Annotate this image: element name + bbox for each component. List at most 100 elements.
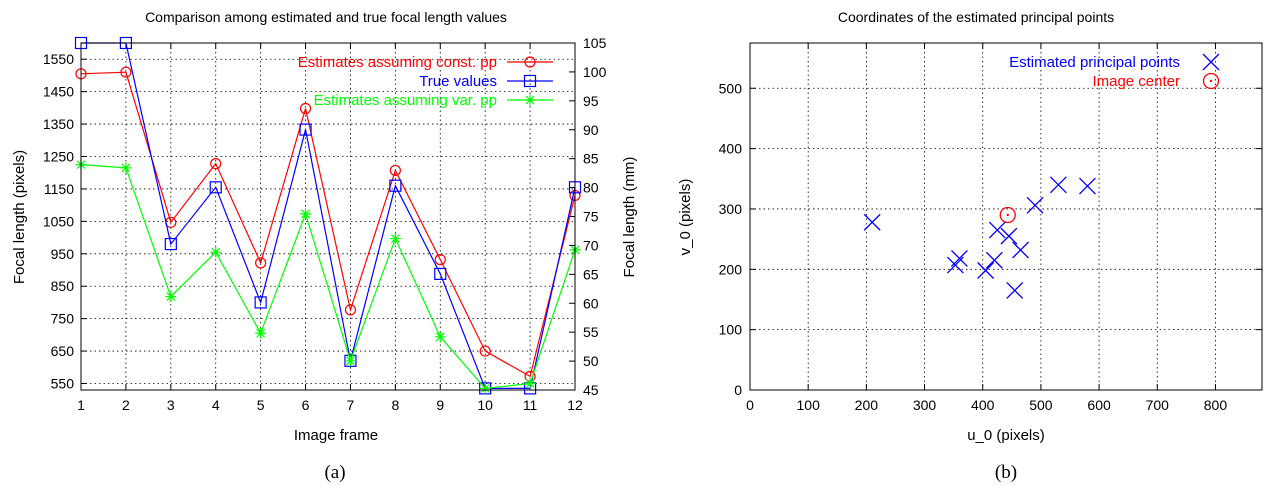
chart-b-ytick-label: 300 — [719, 201, 743, 217]
chart-a-legend: Estimates assuming const. pp True values E… — [298, 54, 553, 109]
chart-a-xtick-label: 1 — [77, 397, 85, 413]
chart-a-point — [255, 257, 267, 269]
chart-b-ylabel: v_0 (pixels) — [677, 179, 694, 256]
chart-b-point-1-dot — [1006, 213, 1009, 217]
chart-a-ytick-label: 550 — [51, 376, 75, 392]
chart-a-xtick-label: 2 — [122, 397, 130, 413]
principal-points-chart: Coordinates of the estimated principal p… — [677, 9, 1263, 483]
chart-b-point-0 — [1000, 227, 1018, 245]
chart-a-ytick-label: 1350 — [43, 116, 74, 132]
chart-b-legend-marker — [1202, 72, 1220, 90]
chart-a-legend-label: Estimates assuming const. pp — [298, 54, 497, 71]
chart-a-xtick-label: 11 — [523, 397, 538, 413]
chart-b-point-1 — [999, 206, 1016, 224]
chart-b-ytick-label: 500 — [719, 80, 743, 96]
chart-b-point-0 — [988, 221, 1006, 239]
chart-a-ytick-label: 1450 — [43, 84, 74, 100]
chart-a-series-line-1 — [81, 42, 576, 389]
chart-b-legend-marker — [1202, 53, 1220, 71]
chart-a-point — [165, 291, 177, 303]
chart-a-point — [209, 181, 222, 194]
chart-a-y2label: Focal length (mm) — [621, 157, 638, 278]
chart-a-y2tick-label: 70 — [583, 237, 599, 253]
chart-b-point-0 — [977, 262, 995, 279]
chart-a-legend-marker — [523, 74, 537, 88]
chart-a-title: Comparison among estimated and true foca… — [145, 9, 507, 25]
chart-b-legend-label: Estimated principal points — [1009, 54, 1180, 71]
chart-b-legend-marker-dot — [1209, 79, 1213, 83]
chart-b-point-0 — [985, 251, 1003, 269]
chart-b-point-0 — [1049, 176, 1067, 194]
chart-a-xtick-label: 12 — [567, 397, 583, 413]
chart-a-point — [120, 66, 132, 78]
chart-a-point — [210, 246, 222, 258]
chart-a-ytick-label: 850 — [51, 278, 75, 294]
chart-b-legend-marker-ring — [1202, 72, 1220, 90]
focal-length-chart: Comparison among estimated and true foca… — [11, 9, 638, 483]
chart-b-point-1-ring — [999, 206, 1016, 224]
chart-a-ytick-label: 750 — [51, 311, 75, 327]
chart-b-point-0 — [1006, 281, 1024, 299]
chart-a-point — [344, 304, 357, 316]
chart-a-point — [389, 233, 401, 245]
chart-a-y2tick-label: 80 — [583, 180, 599, 196]
chart-a-xtick-label: 5 — [257, 397, 265, 413]
chart-b-legend-label: Image center — [1092, 73, 1180, 90]
chart-b-xtick-label: 0 — [746, 397, 754, 413]
chart-a-ytick-label: 1250 — [43, 149, 74, 165]
chart-b-xlabel: u_0 (pixels) — [967, 427, 1045, 444]
chart-b-point-0 — [863, 213, 881, 231]
chart-a-point — [479, 382, 491, 394]
chart-a-y2tick-label: 100 — [583, 64, 607, 80]
chart-a-legend-marker — [524, 94, 536, 106]
chart-a-point — [479, 345, 491, 357]
chart-a-ytick-label: 1550 — [43, 51, 74, 67]
chart-a-point — [299, 123, 312, 136]
chart-a-caption: (a) — [324, 462, 345, 483]
chart-a-point — [164, 237, 177, 251]
chart-a-xtick-label: 10 — [477, 397, 493, 413]
chart-a-frame — [80, 42, 576, 391]
chart-a-xtick-label: 6 — [302, 397, 310, 413]
chart-b-xtick-label: 800 — [1204, 397, 1228, 413]
chart-a-xtick-label: 8 — [391, 397, 399, 413]
chart-a-point — [300, 208, 312, 220]
chart-a-ylabel: Focal length (pixels) — [11, 150, 28, 284]
chart-a-legend-marker — [524, 56, 536, 68]
chart-a-xtick-label: 3 — [167, 397, 175, 413]
chart-b-xtick-label: 100 — [797, 397, 821, 413]
chart-a-legend-label: Estimates assuming var. pp — [314, 92, 497, 109]
chart-a-ytick-label: 1050 — [43, 213, 74, 229]
chart-b-ytick-label: 100 — [719, 322, 743, 338]
chart-a-point — [299, 102, 312, 115]
chart-a-point — [389, 179, 402, 192]
chart-b-ytick-label: 400 — [719, 141, 743, 157]
chart-a-point — [434, 331, 446, 343]
chart-a-point — [389, 164, 401, 177]
chart-a-ytick-label: 950 — [51, 246, 75, 262]
chart-a-series-line-0 — [80, 71, 576, 378]
chart-a-series — [74, 36, 582, 395]
chart-a-y2tick-label: 65 — [583, 266, 599, 282]
chart-a-y2tick-label: 50 — [583, 353, 599, 369]
chart-b-ytick-label: 200 — [719, 261, 743, 277]
chart-a-y2tick-label: 45 — [583, 382, 599, 398]
chart-b-grid — [750, 43, 1262, 390]
chart-a-point — [254, 296, 267, 309]
chart-b-point-0 — [1012, 241, 1030, 259]
chart-a-point — [120, 162, 132, 174]
chart-a-y2tick-label: 85 — [583, 151, 599, 167]
chart-a-point — [210, 158, 222, 170]
chart-b-point-0 — [1026, 196, 1044, 214]
chart-a-legend-label: True values — [419, 73, 497, 90]
chart-b-xtick-label: 600 — [1087, 397, 1111, 413]
chart-a-point — [434, 267, 447, 281]
chart-a-ytick-label: 650 — [51, 343, 75, 359]
chart-a-point — [344, 355, 356, 367]
chart-a-xtick-label: 7 — [347, 397, 355, 413]
chart-b-ytick-label: 0 — [734, 382, 742, 398]
chart-b-point-0 — [950, 249, 968, 267]
chart-a-grid — [80, 43, 576, 390]
chart-b-caption: (b) — [995, 462, 1017, 483]
chart-a-xlabel: Image frame — [294, 427, 378, 444]
